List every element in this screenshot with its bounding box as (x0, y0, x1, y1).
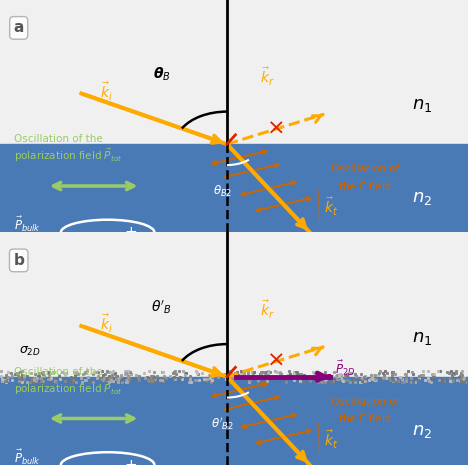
Text: Oscillation of the
polarization field $\vec{P}_{tot}$: Oscillation of the polarization field $\… (14, 134, 123, 165)
Text: $\theta'_B$: $\theta'_B$ (151, 299, 172, 316)
Text: $+$: $+$ (124, 225, 138, 240)
Text: Oscillation of
the $\vec{E}$ field: Oscillation of the $\vec{E}$ field (331, 397, 399, 425)
Bar (0, 0, 468, 144)
Text: $\theta_{B2}$: $\theta_{B2}$ (212, 184, 232, 199)
Text: $\boldsymbol{\theta}_B$: $\boldsymbol{\theta}_B$ (153, 66, 170, 83)
Text: $\vec{k}_t$: $\vec{k}_t$ (324, 429, 338, 451)
Text: $\boldsymbol{n_2}$: $\boldsymbol{n_2}$ (412, 189, 432, 207)
Text: b: b (13, 253, 24, 268)
Text: $\vec{k}_r$: $\vec{k}_r$ (260, 299, 274, 320)
Text: Oscillation of the
polarization field $\vec{P}_{tot}$: Oscillation of the polarization field $\… (14, 367, 123, 397)
Text: $\vec{k}_r$: $\vec{k}_r$ (260, 66, 274, 88)
Text: $\theta'_{B2}$: $\theta'_{B2}$ (211, 415, 234, 432)
Text: $\vec{P}_{bulk}$: $\vec{P}_{bulk}$ (14, 215, 41, 234)
Text: $-$: $-$ (78, 458, 91, 465)
Text: $\boldsymbol{n_2}$: $\boldsymbol{n_2}$ (412, 422, 432, 440)
Text: $\boldsymbol{n_1}$: $\boldsymbol{n_1}$ (412, 96, 432, 114)
Bar (0, 232, 468, 377)
Bar (0, 377, 468, 465)
Text: $\vec{P}_{2D}$: $\vec{P}_{2D}$ (335, 359, 355, 379)
Text: $\vec{k}_t$: $\vec{k}_t$ (324, 196, 338, 219)
Text: $-$: $-$ (78, 225, 91, 240)
Text: Dipole: Dipole (14, 276, 58, 289)
Text: $\vec{k}_i$: $\vec{k}_i$ (100, 80, 113, 102)
Bar (0, 144, 468, 232)
Text: $\vec{k}_i$: $\vec{k}_i$ (100, 313, 113, 335)
Text: $\sigma_{2D}$: $\sigma_{2D}$ (19, 345, 41, 358)
Text: $\boldsymbol{n_1}$: $\boldsymbol{n_1}$ (412, 329, 432, 347)
Text: a: a (14, 20, 24, 35)
Text: $\times$: $\times$ (266, 117, 284, 137)
Text: $\times$: $\times$ (266, 350, 284, 370)
Text: $\vec{P}_{bulk}$: $\vec{P}_{bulk}$ (14, 448, 41, 465)
Text: Oscillation of
the $\vec{E}$ field: Oscillation of the $\vec{E}$ field (331, 165, 399, 193)
Text: $+$: $+$ (124, 458, 138, 465)
